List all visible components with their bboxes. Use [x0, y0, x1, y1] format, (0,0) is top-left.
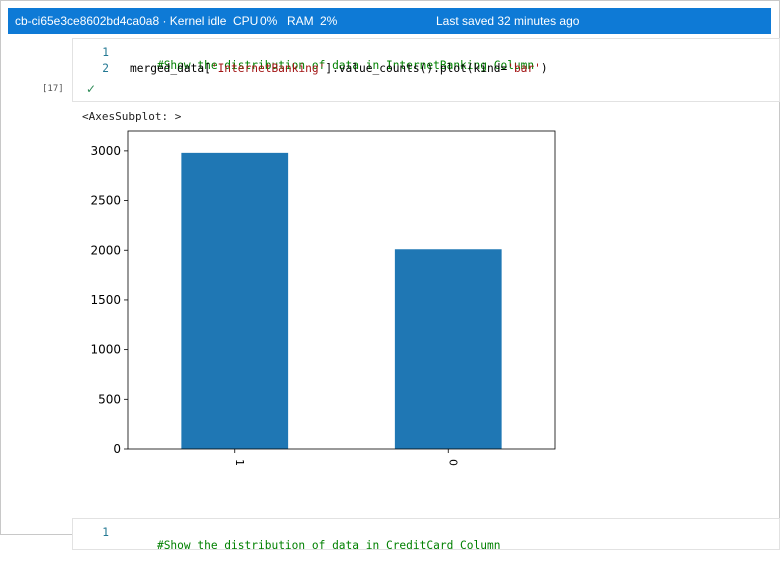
- execution-count: [17]: [42, 84, 64, 94]
- x-tick-label: 0: [446, 459, 459, 466]
- code-comment: #Show the distribution of data in Credit…: [156, 539, 501, 552]
- ram-value: 2%: [320, 14, 338, 28]
- last-saved-text: Last saved 32 minutes ago: [436, 14, 580, 28]
- kernel-status[interactable]: cb-ci65e3ce8602bd4ca0a8 · Kernel idle: [15, 14, 227, 28]
- y-tick-label: 1500: [90, 293, 121, 307]
- line-number: 1: [102, 46, 109, 59]
- plot-frame: [127, 130, 556, 450]
- y-tick-label: 500: [98, 392, 121, 406]
- code-string: 'bar': [507, 62, 541, 75]
- y-tick-label: 0: [113, 442, 121, 456]
- code-token: merged_data[: [130, 62, 211, 75]
- code-token: ): [540, 62, 548, 75]
- code-line-1[interactable]: #Show the distribution of data in Intern…: [130, 46, 534, 85]
- code-cell-editor-2[interactable]: 1 #Show the distribution of data in Cred…: [72, 518, 780, 552]
- cpu-value: 0%: [260, 14, 278, 28]
- cpu-label: CPU: [233, 14, 259, 28]
- y-tick-label: 2500: [90, 194, 121, 208]
- y-tick-label: 2000: [90, 243, 121, 257]
- bar-chart: 0 500 1000 1500 2000 2500 3000 1 0: [90, 130, 556, 466]
- checkmark-icon: ✓: [86, 82, 97, 96]
- y-tick-label: 1000: [90, 343, 121, 357]
- bar-0: [394, 249, 502, 449]
- y-tick-label: 3000: [90, 144, 121, 158]
- line-number: 2: [102, 62, 109, 75]
- code-cell-editor[interactable]: 1 #Show the distribution of data in Inte…: [72, 38, 780, 102]
- ram-label: RAM: [287, 14, 314, 28]
- code-token: ].value_counts().plot(kind=: [325, 62, 508, 75]
- notebook-status-bar: cb-ci65e3ce8602bd4ca0a8 · Kernel idle CP…: [8, 8, 771, 34]
- code-string: 'InternetBanking': [210, 62, 326, 75]
- x-tick-label: 1: [233, 459, 246, 466]
- output-text: <AxesSubplot: >: [82, 110, 182, 123]
- code-comment: #Show the distribution of data in Intern…: [156, 59, 535, 72]
- line-number: 1: [102, 526, 109, 539]
- code-line-2[interactable]: merged_data['InternetBanking'].value_cou…: [130, 62, 548, 75]
- bar-1: [181, 152, 289, 450]
- code-line-1[interactable]: #Show the distribution of data in Credit…: [130, 526, 501, 565]
